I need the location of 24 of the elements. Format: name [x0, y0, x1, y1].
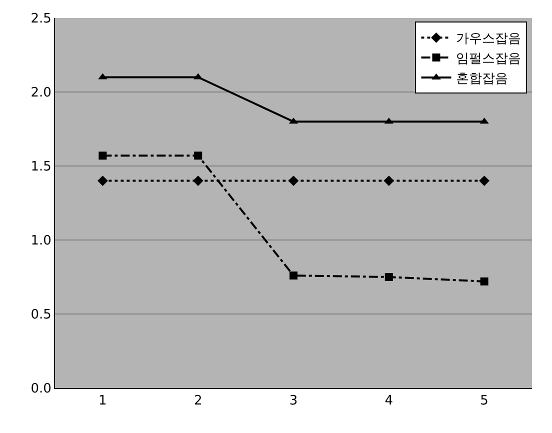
y-tick-label: 0.5 [30, 308, 52, 323]
legend-label: 임펄스잡음 [456, 52, 522, 67]
legend-label: 혼합잡음 [456, 72, 508, 87]
x-tick-label: 5 [480, 394, 488, 409]
point [98, 152, 107, 160]
y-tick-label: 2.5 [30, 12, 52, 27]
point [194, 152, 202, 160]
y-tick-label: 0.0 [30, 382, 52, 397]
y-tick-label: 1.5 [30, 160, 52, 175]
point [479, 176, 490, 186]
point [290, 272, 298, 280]
x-tick-label: 3 [289, 394, 298, 409]
y-tick-label: 1.0 [30, 234, 52, 249]
x-tick-label: 1 [98, 394, 107, 409]
y-tick-label: 2.0 [30, 86, 52, 101]
point [480, 277, 488, 286]
point [384, 176, 394, 186]
x-tick-label: 4 [384, 394, 394, 409]
point [192, 176, 204, 186]
x-tick-label: 2 [194, 394, 202, 409]
legend-label: 가우스잡음 [456, 32, 522, 47]
point [288, 176, 299, 186]
point [98, 176, 108, 186]
point [384, 273, 393, 281]
